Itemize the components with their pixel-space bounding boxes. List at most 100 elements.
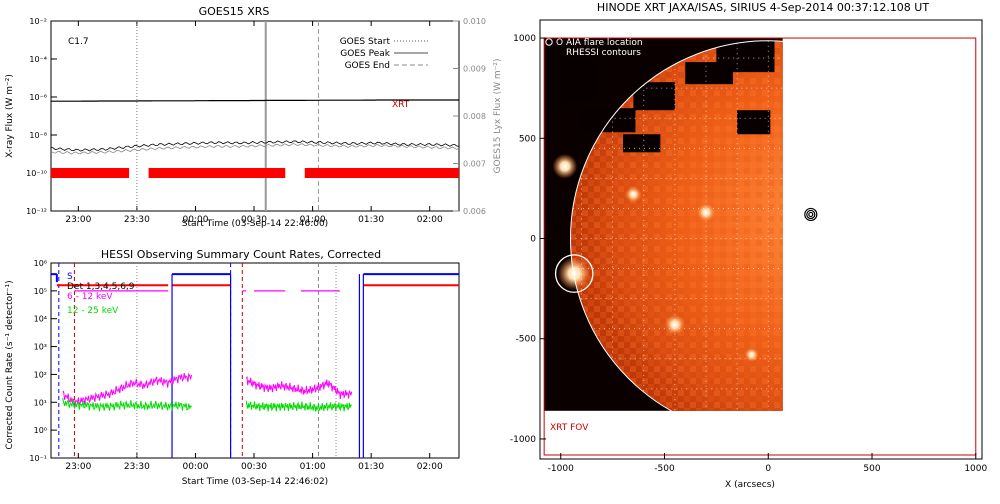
goes-y2-label: GOES15 Lyx Flux (W m⁻²) xyxy=(493,59,503,174)
hessi-title: HESSI Observing Summary Count Rates, Cor… xyxy=(101,248,381,261)
goes-y-label: X-ray Flux (W m⁻²) xyxy=(5,74,15,158)
goes-title: GOES15 XRS xyxy=(199,5,270,18)
xrt-x-tick-label: 500 xyxy=(863,464,880,474)
xrt-x-tick-label: 0 xyxy=(765,464,771,474)
goes-y-tick-label: 10⁻² xyxy=(29,17,47,26)
goes-y-tick-label: 10⁻⁶ xyxy=(29,93,47,102)
xrt-y-tick-label: -500 xyxy=(516,335,537,345)
bright-active-region xyxy=(557,256,591,291)
xrt-overlays xyxy=(543,37,977,456)
coronal-hole-region xyxy=(685,62,733,85)
xrt-x-tick-label: -1000 xyxy=(548,464,574,474)
goes-plot: GOES15 XRS 23:00 23:30 00:00 00:30 01:00 01:3… xyxy=(5,5,503,229)
hessi-attenuator-lines xyxy=(51,273,459,458)
hessi-series xyxy=(62,372,353,412)
hessi-y-tick-label: 10⁻¹ xyxy=(29,454,47,463)
goes-y-tick-label: 10⁻⁴ xyxy=(29,55,47,64)
goes-x-tick-label: 02:00 xyxy=(417,215,443,225)
goes-series-line xyxy=(50,140,460,152)
hessi-legend-6-12: 6 - 12 keV xyxy=(67,292,113,302)
goes-y2-tick-label: 0.006 xyxy=(463,207,486,216)
hessi-series-line xyxy=(245,375,353,399)
hessi-x-tick-label: 00:00 xyxy=(182,462,208,472)
goes-x-tick-label: 23:00 xyxy=(65,215,91,225)
goes-plot-frame xyxy=(50,20,460,212)
xrt-x-tick-label: -500 xyxy=(654,464,675,474)
goes-event-markers xyxy=(136,21,319,211)
bright-active-region xyxy=(552,153,578,179)
goes-y2-tick-label: 0.008 xyxy=(463,112,486,121)
rhessi-contour xyxy=(804,207,818,222)
hessi-y-tick-label: 10⁰ xyxy=(34,426,47,435)
xrt-y-tick-label: 1000 xyxy=(513,34,536,44)
hessi-plot-frame xyxy=(50,262,460,459)
legend-flare-circle-icon xyxy=(545,38,553,46)
xrt-x-label: X (arcsecs) xyxy=(725,480,775,490)
xrt-x-ticks: -1000 -500 0 500 1000 xyxy=(548,453,987,474)
xrt-y-ticks: 1000 500 0 -500 -1000 xyxy=(510,34,546,445)
xrt-fov-label: XRT FOV xyxy=(550,423,589,433)
goes-y-tick-label: 10⁻¹⁰ xyxy=(26,169,47,178)
rhessi-contour xyxy=(808,211,814,218)
legend-goes-peak: GOES Peak xyxy=(340,49,390,59)
xrt-coverage-bar xyxy=(304,168,459,178)
hessi-y-label: Corrected Count Rate (s⁻¹ detector⁻¹) xyxy=(5,280,15,449)
hessi-legend-12-25: 12 - 25 keV xyxy=(67,306,119,316)
hessi-y-ticks: 10⁶ 10⁵ 10⁴ 10³ 10² 10¹ 10⁰ 10⁻¹ xyxy=(29,259,57,463)
xrt-plot-frame xyxy=(539,19,983,460)
goes-y2-tick-label: 0.010 xyxy=(463,17,486,26)
hessi-y-tick-label: 10⁴ xyxy=(34,315,47,324)
goes-class-label: C1.7 xyxy=(68,37,89,47)
rhessi-contour xyxy=(806,209,816,220)
hessi-x-tick-label: 00:30 xyxy=(241,462,267,472)
xrt-coverage-bar xyxy=(148,168,286,178)
hessi-y-tick-label: 10³ xyxy=(34,343,47,352)
hessi-x-tick-label: 02:00 xyxy=(417,462,443,472)
bright-active-region xyxy=(744,347,759,363)
hessi-series-line xyxy=(62,372,193,408)
coronal-hole-region xyxy=(737,110,771,135)
hessi-series-line xyxy=(245,400,352,412)
coronal-hole-region xyxy=(581,108,636,133)
goes-y2-tick-label: 0.009 xyxy=(463,65,486,74)
xrt-image-panel: HINODE XRT JAXA/ISAS, SIRIUS 4-Sep-2014 … xyxy=(510,1,988,490)
hessi-x-ticks: 23:00 23:30 00:00 00:30 01:00 01:30 02:00 xyxy=(65,453,443,472)
goes-y-tick-label: 10⁻⁸ xyxy=(29,131,47,140)
hessi-y-tick-label: 10² xyxy=(34,370,47,379)
hessi-legend-det: Det 1,3,4,5,6,9 xyxy=(67,282,135,292)
xrt-title: HINODE XRT JAXA/ISAS, SIRIUS 4-Sep-2014 … xyxy=(597,1,929,14)
xrt-fov-box xyxy=(543,37,977,456)
aia-flare-location-circle xyxy=(554,254,594,293)
goes-x-ticks: 23:00 23:30 00:00 00:30 01:00 01:30 02:00 xyxy=(65,21,443,225)
hessi-plot: HESSI Observing Summary Count Rates, Cor… xyxy=(5,248,460,487)
hessi-x-label: Start Time (03-Sep-14 22:46:02) xyxy=(182,477,328,487)
xrt-y-tick-label: 0 xyxy=(530,234,536,244)
hessi-y-tick-label: 10¹ xyxy=(34,398,47,407)
xrt-coverage-bars xyxy=(51,168,459,178)
hessi-y-tick-label: 10⁵ xyxy=(34,287,47,296)
goes-y2-tick-label: 0.007 xyxy=(463,160,486,169)
legend-goes-end: GOES End xyxy=(345,61,390,71)
xrt-solar-image xyxy=(544,38,783,411)
hessi-series-line xyxy=(62,397,192,412)
goes-x-tick-label: 00:30 xyxy=(241,215,267,225)
hessi-legend-s: S xyxy=(67,272,73,282)
xrt-label: XRT xyxy=(392,100,410,110)
coronal-hole-region xyxy=(633,82,675,111)
xrt-y-tick-label: -1000 xyxy=(510,435,536,445)
xrt-x-tick-label: 1000 xyxy=(964,464,987,474)
goes-series xyxy=(50,99,460,155)
goes-y-ticks: 10⁻² 10⁻⁴ 10⁻⁶ 10⁻⁸ 10⁻¹⁰ 10⁻¹² xyxy=(26,17,57,216)
hessi-x-tick-label: 23:30 xyxy=(124,462,150,472)
goes-x-tick-label: 01:00 xyxy=(300,215,326,225)
goes-x-tick-label: 23:30 xyxy=(124,215,150,225)
goes-y2-ticks: 0.010 0.009 0.008 0.007 0.006 xyxy=(453,17,486,216)
hessi-x-tick-label: 23:00 xyxy=(65,462,91,472)
goes-y-tick-label: 10⁻¹² xyxy=(26,207,47,216)
legend-goes-start: GOES Start xyxy=(340,37,391,47)
xrt-coverage-bar xyxy=(51,168,130,178)
coronal-hole-region xyxy=(560,58,599,103)
bright-active-region xyxy=(625,186,642,203)
